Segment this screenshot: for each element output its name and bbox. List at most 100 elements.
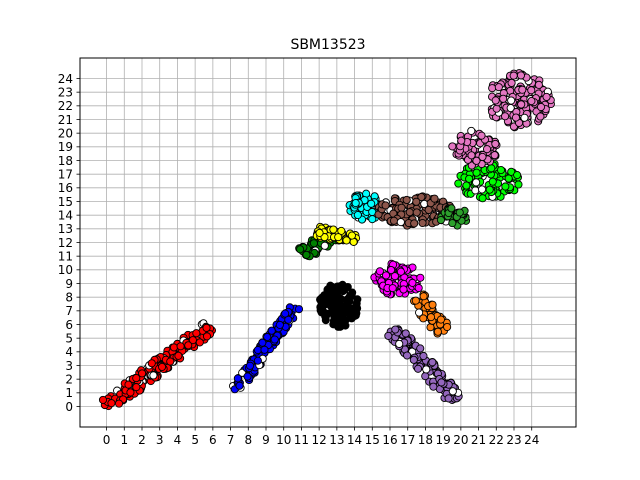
data-point — [351, 199, 360, 208]
data-point — [353, 210, 362, 220]
data-point — [233, 374, 242, 383]
data-point — [430, 194, 439, 203]
data-point — [260, 345, 269, 354]
data-point — [389, 216, 399, 225]
x-tick-label: 4 — [174, 433, 182, 447]
data-point — [258, 338, 267, 347]
data-point — [416, 273, 425, 282]
data-point — [390, 272, 399, 281]
data-point — [471, 186, 480, 195]
data-point — [132, 374, 141, 383]
data-point — [147, 359, 156, 368]
data-point — [351, 304, 360, 313]
y-tick-label: 22 — [58, 99, 73, 113]
data-point — [243, 372, 252, 381]
data-point — [419, 314, 428, 323]
data-point — [281, 309, 290, 318]
data-point — [202, 332, 212, 341]
data-points — [98, 69, 555, 411]
data-point — [487, 164, 496, 173]
data-point — [399, 285, 408, 294]
data-point — [513, 171, 522, 180]
data-point — [294, 305, 304, 314]
x-tick-label: 11 — [294, 433, 309, 447]
data-point — [496, 166, 506, 175]
data-point — [488, 84, 497, 93]
data-point — [433, 327, 442, 336]
data-point — [176, 342, 185, 351]
x-tick-label: 12 — [312, 433, 327, 447]
y-tick-label: 9 — [65, 277, 73, 291]
data-point — [457, 136, 466, 145]
data-point — [329, 309, 338, 318]
data-point — [387, 265, 396, 275]
data-point — [426, 313, 436, 322]
data-point — [345, 307, 354, 316]
x-tick-label: 1 — [120, 433, 128, 447]
data-point — [472, 178, 481, 187]
data-point — [509, 71, 518, 80]
data-point — [348, 288, 357, 297]
data-point — [263, 332, 272, 342]
data-point — [527, 97, 536, 106]
data-point — [443, 322, 452, 332]
x-tick-label: 8 — [244, 433, 252, 447]
data-point — [467, 151, 476, 160]
data-point — [488, 177, 497, 186]
data-point — [516, 71, 526, 80]
data-point — [482, 145, 492, 154]
data-point — [436, 315, 445, 324]
data-point — [472, 168, 481, 177]
data-point — [444, 394, 453, 403]
x-tick-label: 18 — [418, 433, 433, 447]
data-point — [422, 365, 431, 374]
data-point — [132, 383, 141, 392]
data-point — [517, 100, 526, 109]
data-point — [424, 205, 433, 215]
y-tick-label: 13 — [58, 222, 73, 236]
data-point — [396, 218, 405, 227]
data-point — [534, 80, 543, 89]
data-point — [518, 85, 527, 94]
data-point — [245, 361, 255, 370]
data-point — [397, 203, 406, 212]
data-point — [465, 174, 474, 183]
data-point — [347, 231, 357, 240]
data-point — [478, 194, 487, 203]
data-point — [381, 271, 391, 280]
data-point — [402, 195, 411, 204]
x-tick-label: 9 — [262, 433, 270, 447]
data-point — [401, 329, 410, 338]
y-tick-label: 12 — [58, 236, 73, 250]
data-point — [138, 369, 147, 378]
data-point — [448, 142, 457, 151]
data-point — [419, 351, 428, 361]
data-point — [333, 288, 342, 297]
x-tick-label: 3 — [156, 433, 164, 447]
y-tick-label: 21 — [58, 113, 73, 127]
data-point — [507, 78, 516, 87]
data-point — [368, 215, 377, 224]
data-point — [410, 219, 419, 228]
x-tick-label: 20 — [453, 433, 468, 447]
data-point — [321, 316, 330, 325]
data-point — [320, 291, 329, 300]
data-point — [322, 299, 332, 308]
data-point — [418, 218, 427, 228]
y-tick-label: 19 — [58, 140, 73, 154]
data-point — [448, 387, 457, 396]
data-point — [416, 344, 425, 353]
data-point — [462, 181, 471, 190]
data-point — [454, 179, 463, 188]
data-point — [527, 86, 536, 95]
data-point — [337, 282, 346, 291]
data-point — [405, 208, 414, 217]
data-point — [472, 156, 481, 165]
y-tick-label: 15 — [58, 195, 73, 209]
y-tick-label: 6 — [65, 318, 73, 332]
data-point — [381, 201, 390, 210]
data-point — [501, 182, 510, 191]
x-tick-label: 13 — [329, 433, 344, 447]
x-tick-label: 19 — [436, 433, 451, 447]
x-tick-label: 7 — [227, 433, 235, 447]
